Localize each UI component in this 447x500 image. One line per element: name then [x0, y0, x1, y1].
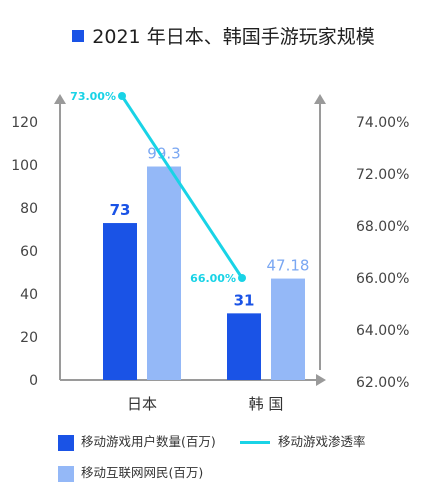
legend-label-users: 移动游戏用户数量(百万): [81, 434, 216, 449]
bar: [271, 278, 305, 380]
y-left-tick-label: 80: [20, 201, 38, 217]
bar-value-label: 47.18: [267, 257, 310, 275]
bar: [147, 166, 181, 380]
legend-swatch-users: [58, 434, 74, 451]
y-right-tick-label: 72.00%: [356, 167, 409, 183]
bar-value-label: 73: [110, 201, 131, 219]
legend-label-penetration: 移动游戏渗透率: [278, 434, 366, 449]
y-right-tick-label: 62.00%: [356, 375, 409, 391]
legend-label-netizens: 移动互联网网民(百万): [81, 465, 204, 480]
bar: [227, 313, 261, 380]
y-left-tick-label: 0: [29, 373, 38, 389]
y-right-tick-label: 68.00%: [356, 219, 409, 235]
title-square-icon: [72, 29, 85, 42]
y-right-tick-label: 66.00%: [356, 271, 409, 287]
line-series: [120, 95, 244, 279]
y-left-tick-label: 100: [11, 158, 38, 174]
line-point: [118, 92, 126, 100]
bar-value-label: 31: [234, 291, 255, 309]
chart-title-row: 2021 年日本、韩国手游玩家规模: [0, 22, 447, 49]
y-left-tick-label: 40: [20, 287, 38, 303]
legend-item-netizens: 移动互联网网民(百万): [58, 462, 203, 482]
y-left-tick-label: 60: [20, 244, 38, 260]
y-left-tick-label: 120: [11, 115, 38, 131]
legend-swatch-netizens: [58, 465, 74, 482]
x-category-label: 韩 国: [249, 395, 284, 413]
bar: [103, 223, 137, 380]
y-right-tick-label: 64.00%: [356, 323, 409, 339]
line-value-label: 73.00%: [70, 90, 116, 103]
line-point: [238, 274, 246, 282]
legend-item-users: 移动游戏用户数量(百万): [58, 431, 216, 451]
y-left-tick-label: 20: [20, 330, 38, 346]
y-right-tick-label: 74.00%: [356, 115, 409, 131]
legend-swatch-penetration: [240, 441, 270, 444]
line-value-label: 66.00%: [190, 272, 236, 285]
chart-title: 2021 年日本、韩国手游玩家规模: [92, 26, 375, 48]
x-axis-arrow: [316, 374, 326, 386]
legend-item-penetration: 移动游戏渗透率: [240, 431, 366, 450]
x-category-label: 日本: [127, 395, 157, 413]
y-axis-right-arrow: [314, 94, 326, 104]
y-axis-left-arrow: [54, 94, 66, 104]
